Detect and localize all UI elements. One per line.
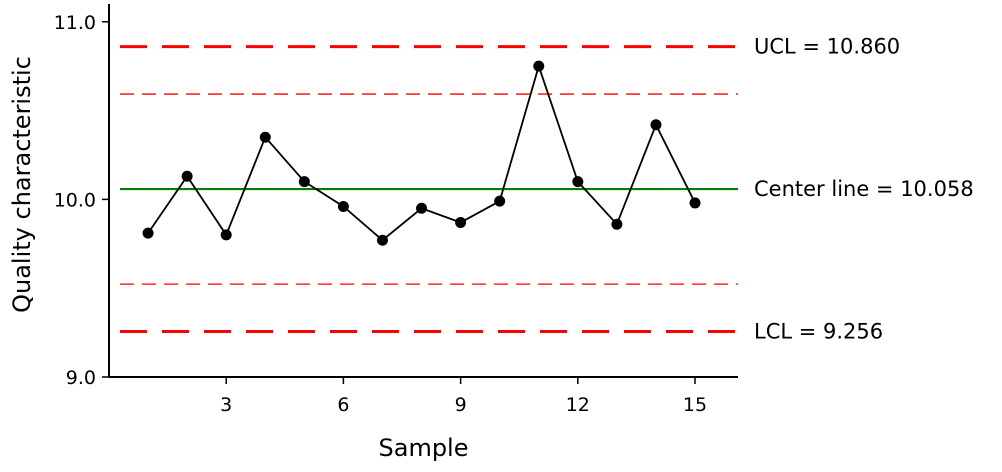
x-axis-title: Sample — [379, 434, 469, 462]
control-line-label-2: Center line = 10.058 — [754, 177, 974, 201]
data-point-7 — [376, 234, 388, 246]
data-point-10 — [494, 195, 506, 207]
y-axis-title: Quality characteristic — [8, 56, 36, 313]
control-lines — [120, 45, 738, 334]
y-tick-label-0: 9.0 — [66, 367, 96, 389]
x-tick-label-0: 3 — [220, 394, 232, 416]
x-tick-label-3: 12 — [566, 394, 590, 416]
y-tick-label-1: 10.0 — [54, 189, 96, 211]
x-tick-label-1: 6 — [337, 394, 349, 416]
x-tick-label-2: 9 — [455, 394, 467, 416]
y-tick-label-2: 11.0 — [54, 12, 96, 34]
data-point-11 — [533, 60, 545, 72]
axes: 3 6 9 12 15 9.0 10.0 11.0 — [54, 4, 738, 416]
x-tick-label-4: 15 — [683, 394, 707, 416]
data-point-12 — [572, 176, 584, 188]
data-point-8 — [416, 202, 428, 214]
data-point-2 — [181, 170, 193, 182]
data-point-5 — [298, 176, 310, 188]
data-point-9 — [455, 216, 467, 228]
data-series — [142, 60, 701, 246]
data-point-13 — [611, 218, 623, 230]
control-line-label-0: UCL = 10.860 — [754, 35, 900, 59]
data-point-15 — [689, 197, 701, 209]
control-line-label-4: LCL = 9.256 — [754, 320, 883, 344]
data-point-1 — [142, 227, 154, 239]
data-point-3 — [220, 229, 232, 241]
data-point-4 — [259, 131, 271, 143]
data-point-14 — [650, 119, 662, 131]
data-point-6 — [337, 200, 349, 212]
series-line-0 — [147, 63, 696, 242]
control-line-labels: UCL = 10.860 Center line = 10.058 LCL = 9.… — [754, 35, 974, 344]
